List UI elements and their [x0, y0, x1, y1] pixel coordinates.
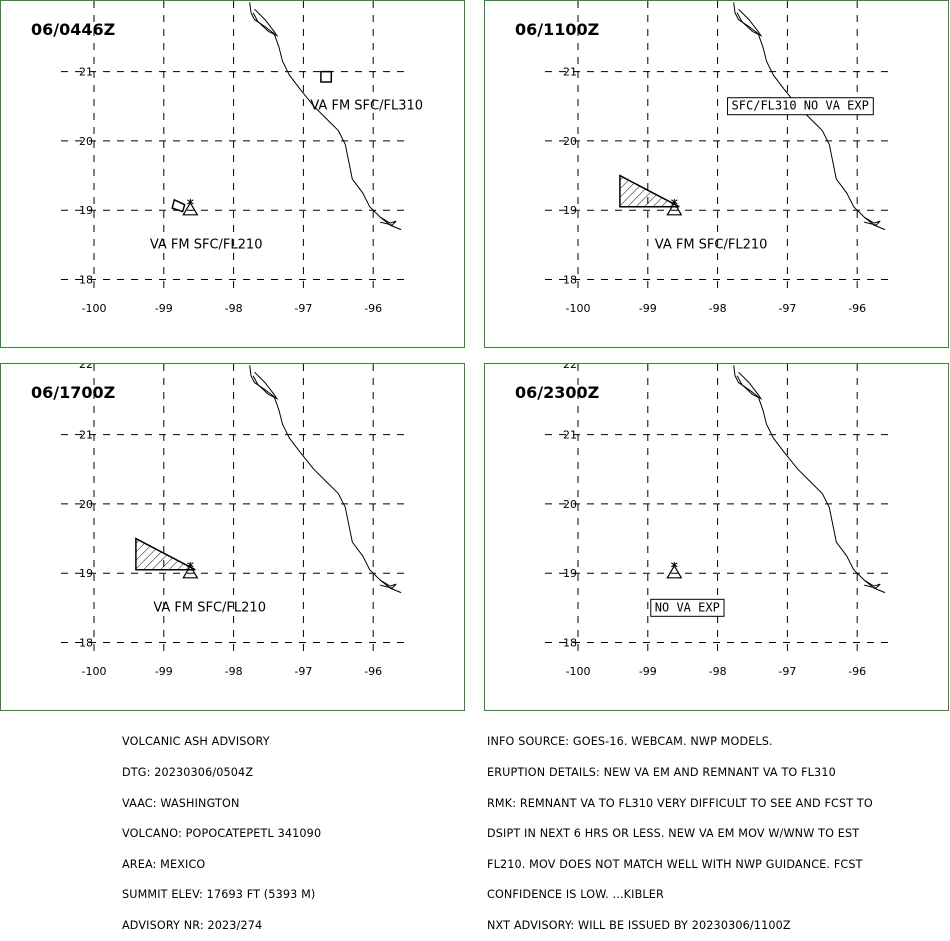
lat-tick-label: 18 [563, 637, 577, 650]
ash-label-box [650, 598, 725, 617]
lat-tick-label: 19 [79, 567, 93, 580]
map-canvas-1700z: 18 19 20 21 22 -100 -99 -98 -97 -96 VA FM SFC/FL21… [31, 364, 406, 678]
ash-cloud-polygon [320, 70, 333, 83]
panel-valid-time: 06/0446Z [31, 20, 115, 39]
lon-tick-label: -100 [82, 302, 107, 315]
advisory-line: SUMMIT ELEV: 17693 FT (5393 M) [122, 888, 316, 902]
lon-tick-label: -99 [639, 665, 657, 678]
coastline [733, 365, 886, 594]
lat-tick-label: 20 [79, 135, 93, 148]
advisory-remarks-text: INFO SOURCE: GOES-16. WEBCAM. NWP MODELS… [487, 717, 873, 941]
ash-cloud-polygon [135, 537, 196, 571]
coastline [249, 365, 402, 594]
map-canvas-0446z: 18 19 20 21 -100 -99 -98 -97 -96 VA FM SFC/FL310 V… [31, 1, 423, 315]
ash-label-box [727, 97, 874, 116]
lon-tick-label: -100 [82, 665, 107, 678]
lat-tick-label: 21 [563, 429, 577, 442]
panel-valid-time: 06/2300Z [515, 383, 599, 402]
lat-tick-label: 20 [563, 498, 577, 511]
advisory-line: ADVISORY NR: 2023/274 [122, 918, 263, 932]
advisory-line: VAAC: WASHINGTON [122, 796, 240, 810]
lon-tick-label: -98 [225, 665, 243, 678]
remarks-line: CONFIDENCE IS LOW. ...KIBLER [487, 888, 664, 902]
remarks-line: INFO SOURCE: GOES-16. WEBCAM. NWP MODELS… [487, 735, 773, 749]
lon-tick-label: -96 [848, 665, 866, 678]
coastline-lagoon [736, 8, 763, 37]
coastline-point [379, 579, 397, 589]
lat-tick-label: 21 [79, 429, 93, 442]
lon-tick-label: -99 [155, 302, 173, 315]
advisory-header-text: VOLCANIC ASH ADVISORY DTG: 20230306/0504… [122, 717, 321, 941]
lon-tick-label: -98 [709, 302, 727, 315]
panel-valid-time: 06/1700Z [31, 383, 115, 402]
advisory-line: VOLCANIC ASH ADVISORY [122, 735, 270, 749]
lon-tick-label: -96 [364, 665, 382, 678]
panel-valid-time: 06/1100Z [515, 20, 599, 39]
ash-label: VA FM SFC/FL210 [153, 600, 266, 615]
remarks-line: DSIPT IN NEXT 6 HRS OR LESS. NEW VA EM M… [487, 827, 860, 841]
ash-label: SFC/FL310 NO VA EXP [732, 99, 869, 113]
lon-tick-label: -97 [294, 665, 312, 678]
coastline-point [863, 579, 881, 589]
coastline-lagoon [252, 371, 279, 400]
lon-tick-label: -100 [566, 302, 591, 315]
lon-tick-label: -96 [848, 302, 866, 315]
lat-tick-label: 18 [79, 274, 93, 287]
ash-cloud-polygon [171, 198, 186, 213]
coastline-point [379, 216, 397, 226]
ash-label: VA FM SFC/FL310 [310, 99, 423, 114]
remarks-line: NXT ADVISORY: WILL BE ISSUED BY 20230306… [487, 918, 791, 932]
lat-tick-label: 19 [563, 567, 577, 580]
lat-tick-label: 19 [563, 204, 577, 217]
volcano-icon [182, 561, 199, 579]
map-panel-1700z: 18 19 20 21 22 -100 -99 -98 -97 -96 VA FM SFC/FL21… [0, 363, 465, 711]
ash-label: VA FM SFC/FL210 [150, 237, 263, 252]
coastline [733, 2, 886, 231]
advisory-line: VOLCANO: POPOCATEPETL 341090 [122, 827, 322, 841]
ash-cloud-polygon [619, 174, 680, 208]
volcano-icon [666, 561, 683, 579]
advisory-line: AREA: MEXICO [122, 857, 206, 871]
volcano-icon [666, 198, 683, 216]
lat-tick-label: 21 [563, 66, 577, 79]
lat-tick-label: 21 [79, 66, 93, 79]
lon-tick-label: -98 [709, 665, 727, 678]
volcano-icon [182, 198, 199, 216]
advisory-line: DTG: 20230306/0504Z [122, 766, 254, 779]
map-panel-0446z: 18 19 20 21 -100 -99 -98 -97 -96 VA FM SFC/FL310 V… [0, 0, 465, 348]
lat-tick-label: 20 [79, 498, 93, 511]
ash-label: VA FM SFC/FL210 [655, 237, 768, 252]
map-panel-2300z: 18 19 20 21 22 -100 -99 -98 -97 -96 NO VA EXP 06/23… [484, 363, 949, 711]
lon-tick-label: -97 [778, 665, 796, 678]
lon-tick-label: -99 [639, 302, 657, 315]
lat-tick-label: 20 [563, 135, 577, 148]
coastline [249, 2, 402, 231]
map-panel-1100z: 18 19 20 21 -100 -99 -98 -97 -96 SFC/FL310 NO VA … [484, 0, 949, 348]
lon-tick-label: -97 [294, 302, 312, 315]
coastline-point [863, 216, 881, 226]
map-canvas-2300z: 18 19 20 21 22 -100 -99 -98 -97 -96 NO VA EXP 06/23… [515, 364, 890, 678]
lat-tick-label: 18 [563, 274, 577, 287]
lat-tick-label: 22 [79, 364, 93, 371]
lat-tick-label: 22 [563, 364, 577, 371]
remarks-line: FL210. MOV DOES NOT MATCH WELL WITH NWP … [487, 857, 863, 871]
lon-tick-label: -97 [778, 302, 796, 315]
lat-tick-label: 18 [79, 637, 93, 650]
coastline-lagoon [736, 371, 763, 400]
lon-tick-label: -99 [155, 665, 173, 678]
lon-tick-label: -96 [364, 302, 382, 315]
remarks-line: RMK: REMNANT VA TO FL310 VERY DIFFICULT … [487, 796, 873, 810]
remarks-line: ERUPTION DETAILS: NEW VA EM AND REMNANT … [487, 766, 836, 779]
lon-tick-label: -100 [566, 665, 591, 678]
lon-tick-label: -98 [225, 302, 243, 315]
map-canvas-1100z: 18 19 20 21 -100 -99 -98 -97 -96 SFC/FL310 NO VA … [515, 1, 890, 315]
coastline-lagoon [252, 8, 279, 37]
ash-label: NO VA EXP [655, 600, 720, 614]
lat-tick-label: 19 [79, 204, 93, 217]
